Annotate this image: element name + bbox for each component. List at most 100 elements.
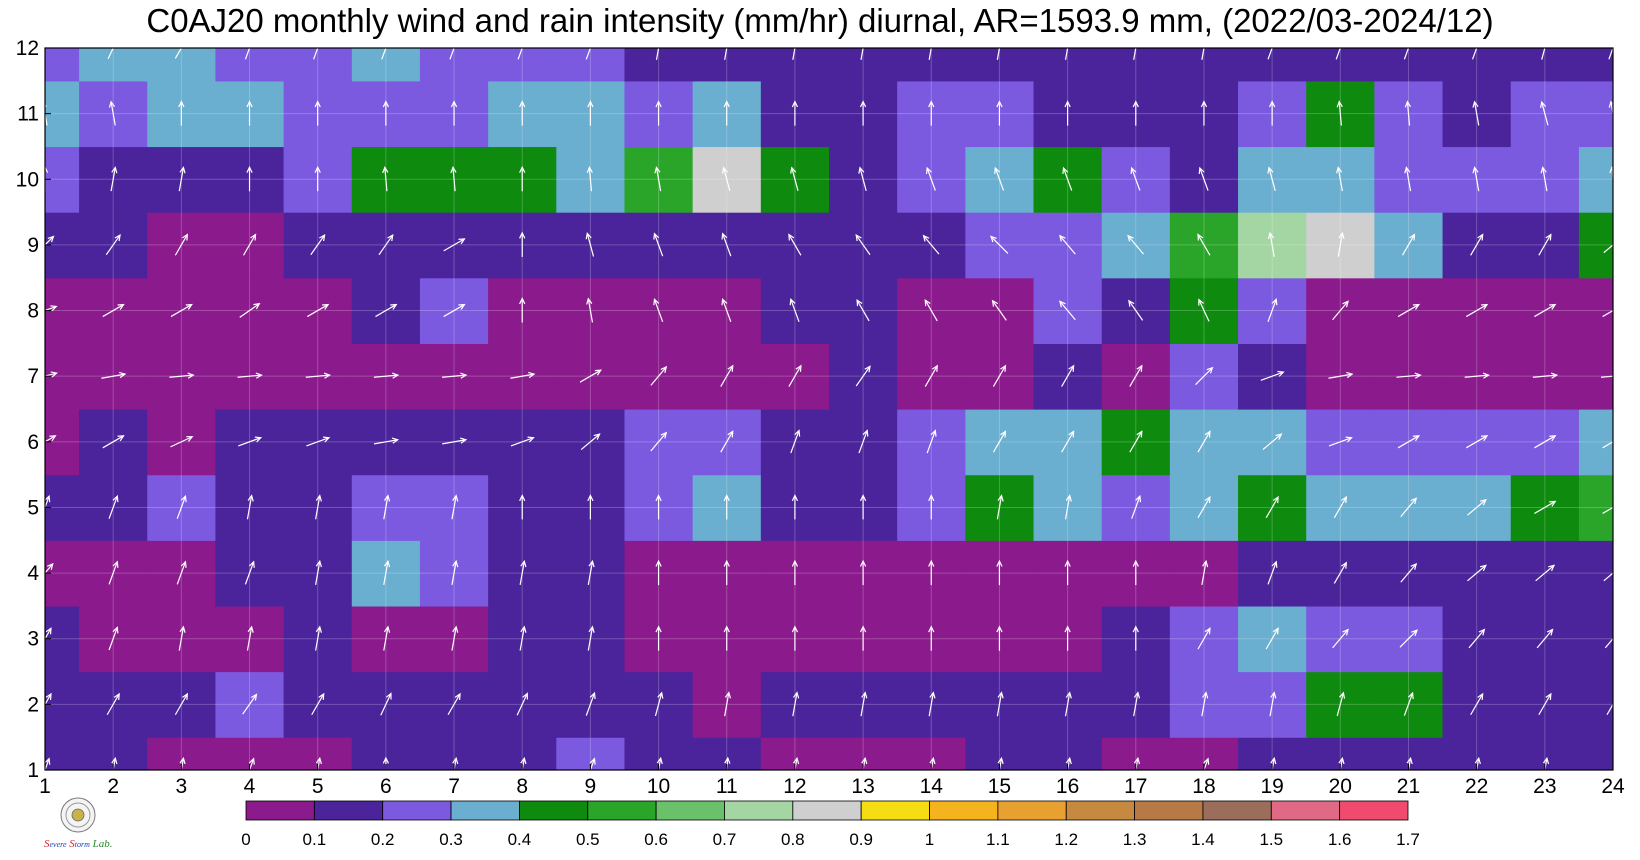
wind-arrow [1471, 48, 1478, 60]
wind-arrow [170, 303, 193, 318]
y-tick-label: 11 [17, 103, 39, 126]
heat-cell [1101, 48, 1171, 82]
wind-arrow [1270, 756, 1277, 770]
x-tick-label: 9 [585, 775, 597, 798]
heat-cell [283, 48, 353, 82]
wind-arrow [519, 625, 527, 651]
wind-arrow [650, 365, 668, 386]
heat-cell [1169, 48, 1239, 82]
wind-arrow [655, 100, 662, 126]
wind-arrow [992, 364, 1007, 387]
wind-arrow [1062, 166, 1073, 191]
wind-arrow [858, 166, 867, 192]
x-tick-label: 6 [380, 775, 392, 798]
wind-arrow [315, 494, 322, 520]
wind-arrow [519, 231, 526, 257]
heat-cell [624, 48, 694, 82]
wind-arrow [174, 48, 183, 59]
wind-arrow [176, 494, 187, 519]
wind-arrow [243, 233, 257, 256]
wind-arrow [450, 165, 457, 192]
wind-arrow [1538, 692, 1552, 716]
wind-arrow [169, 372, 195, 379]
heatmap-cells [45, 48, 1613, 770]
wind-arrow [1064, 559, 1071, 586]
wind-arrow [1267, 166, 1276, 192]
wind-arrow [791, 494, 799, 520]
wind-arrow [311, 692, 325, 716]
wind-arrow [1267, 231, 1275, 257]
wind-arrow [585, 231, 595, 257]
y-tick-label: 2 [27, 693, 39, 716]
wind-arrow [510, 436, 535, 447]
wind-arrow [790, 429, 801, 454]
wind-arrow [586, 165, 593, 192]
wind-arrow [996, 48, 1001, 60]
wind-arrow [1534, 435, 1557, 449]
wind-arrow [447, 692, 461, 716]
wind-arrow [856, 298, 870, 322]
wind-arrow [1328, 436, 1353, 447]
wind-arrow [788, 364, 802, 387]
heat-cell [1578, 737, 1613, 770]
heat-cell [1578, 277, 1613, 344]
wind-arrow [443, 303, 466, 318]
wind-arrow [239, 302, 261, 318]
wind-arrow [1465, 303, 1489, 318]
wind-arrow [1333, 561, 1347, 584]
wind-arrow [1464, 372, 1490, 379]
x-tick-label: 21 [1397, 775, 1420, 798]
x-tick-label: 19 [1260, 775, 1283, 798]
wind-arrow [1472, 166, 1480, 192]
colorbar-swatch [860, 800, 930, 821]
wind-arrow [1400, 562, 1418, 583]
wind-arrow [655, 559, 662, 586]
wind-arrow [442, 372, 468, 379]
wind-arrow [991, 299, 1007, 321]
wind-arrow [1197, 495, 1211, 519]
wind-arrow [585, 691, 596, 716]
colorbar-swatch [1202, 800, 1272, 821]
wind-arrow [928, 48, 932, 60]
wind-arrow [585, 48, 592, 60]
heat-cell [1578, 671, 1613, 738]
heat-cell [147, 48, 217, 82]
wind-arrow [1333, 495, 1347, 519]
y-tick-label: 12 [16, 37, 39, 60]
wind-arrow [45, 305, 58, 312]
wind-arrow [378, 233, 394, 256]
wind-arrow [1465, 435, 1489, 449]
heat-cell [760, 48, 830, 82]
wind-arrow [1467, 498, 1487, 516]
wind-arrow [1540, 100, 1549, 126]
colorbar-swatch [1270, 800, 1341, 821]
colorbar-swatch [929, 800, 999, 821]
wind-arrow [1267, 48, 1273, 60]
wind-arrow [1332, 300, 1349, 321]
heat-cell [1033, 48, 1103, 82]
wind-arrow [1336, 166, 1343, 192]
wind-arrow [655, 494, 662, 520]
wind-arrow [108, 100, 116, 126]
wind-arrow [174, 692, 189, 716]
wind-arrow [1534, 500, 1557, 514]
wind-arrow [723, 494, 730, 520]
wind-arrow [1404, 166, 1412, 192]
wind-arrow [721, 232, 732, 257]
wind-arrow [1133, 691, 1141, 717]
colorbar-label: 0.8 [781, 830, 805, 849]
wind-arrow [1403, 691, 1414, 716]
wind-arrow [106, 692, 120, 716]
wind-arrow [246, 625, 254, 651]
x-tick-label: 23 [1533, 775, 1556, 798]
wind-arrow [1406, 756, 1413, 770]
wind-arrow [1197, 233, 1211, 256]
wind-arrow [519, 100, 526, 126]
wind-arrow [246, 494, 254, 520]
wind-arrow [313, 48, 319, 60]
colorbar-label: 1.3 [1123, 830, 1147, 849]
wind-arrow [791, 559, 799, 586]
colorbar-swatch [792, 800, 862, 821]
wind-arrow [1262, 433, 1283, 450]
